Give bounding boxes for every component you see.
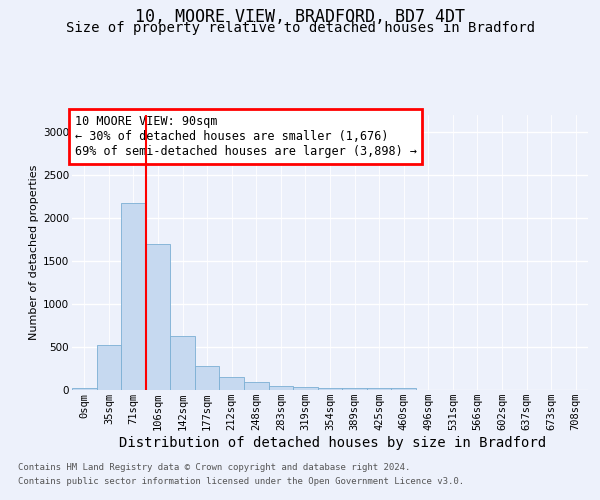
Bar	[220, 377, 244, 390]
Bar	[391, 388, 416, 390]
Bar	[195, 366, 220, 390]
Bar	[244, 382, 269, 390]
Bar	[318, 388, 342, 390]
Bar	[367, 388, 391, 390]
Bar	[72, 388, 97, 390]
Text: 10, MOORE VIEW, BRADFORD, BD7 4DT: 10, MOORE VIEW, BRADFORD, BD7 4DT	[135, 8, 465, 26]
Bar	[293, 387, 318, 390]
Y-axis label: Number of detached properties: Number of detached properties	[29, 165, 39, 340]
Text: Distribution of detached houses by size in Bradford: Distribution of detached houses by size …	[119, 436, 547, 450]
Text: Contains public sector information licensed under the Open Government Licence v3: Contains public sector information licen…	[18, 477, 464, 486]
Bar	[170, 336, 195, 390]
Bar	[146, 244, 170, 390]
Text: Contains HM Land Registry data © Crown copyright and database right 2024.: Contains HM Land Registry data © Crown c…	[18, 464, 410, 472]
Bar	[97, 346, 121, 390]
Text: Size of property relative to detached houses in Bradford: Size of property relative to detached ho…	[65, 21, 535, 35]
Bar	[269, 386, 293, 390]
Text: 10 MOORE VIEW: 90sqm
← 30% of detached houses are smaller (1,676)
69% of semi-de: 10 MOORE VIEW: 90sqm ← 30% of detached h…	[74, 115, 416, 158]
Bar	[342, 388, 367, 390]
Bar	[121, 202, 146, 390]
